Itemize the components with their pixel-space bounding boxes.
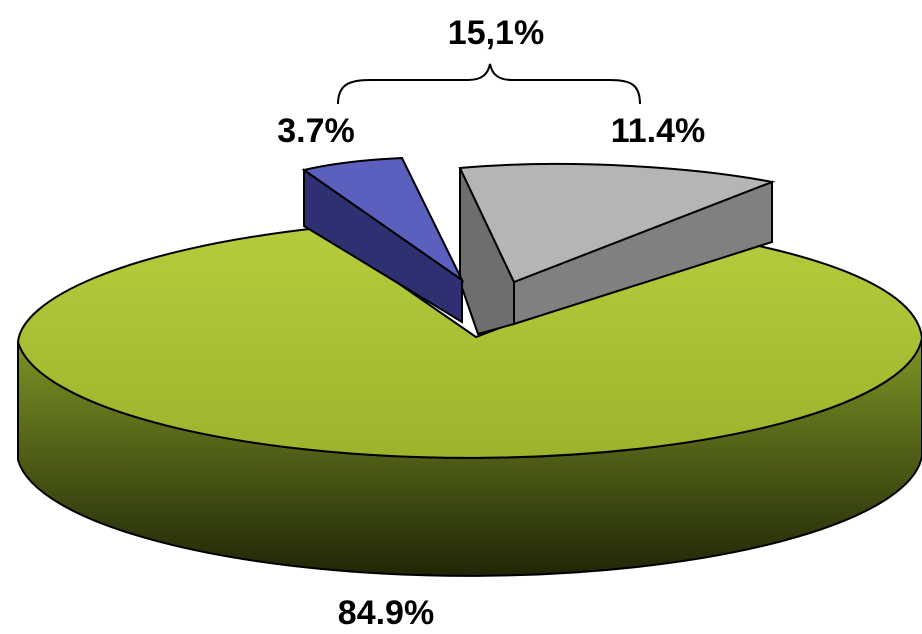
pie-slice-3-7 — [301, 156, 465, 324]
pie-slice-3-7-top — [301, 156, 465, 284]
slice-label-11-4: 11.4% — [611, 112, 706, 150]
pie-slice-11-4 — [458, 162, 776, 336]
pie-slice-84-9 — [16, 226, 922, 577]
pie-slice-11-4-top — [458, 162, 776, 284]
slice-label-3-7: 3.7% — [277, 112, 355, 150]
slice-label-84-9: 84.9% — [338, 594, 434, 632]
annotation-bracket — [337, 63, 641, 105]
annotation-label: 15,1% — [448, 14, 544, 52]
